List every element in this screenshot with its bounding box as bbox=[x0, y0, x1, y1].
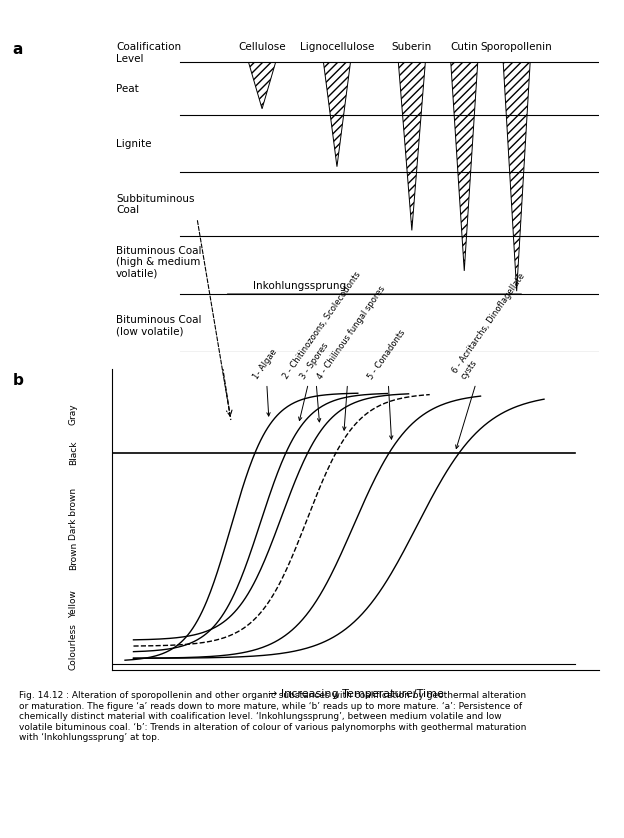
Polygon shape bbox=[451, 63, 478, 271]
Text: 3 - Spores: 3 - Spores bbox=[298, 341, 330, 422]
Text: Inkohlungssprung: Inkohlungssprung bbox=[253, 282, 346, 291]
Text: Coalification
Level: Coalification Level bbox=[116, 42, 181, 64]
Text: Lignite: Lignite bbox=[116, 138, 152, 148]
Text: Cutin: Cutin bbox=[451, 42, 478, 52]
Text: a: a bbox=[12, 42, 23, 57]
Text: Cellulose: Cellulose bbox=[238, 42, 286, 52]
Text: Dark brown: Dark brown bbox=[69, 488, 78, 540]
Polygon shape bbox=[323, 63, 351, 167]
Text: Brown: Brown bbox=[69, 541, 78, 570]
Text: Suberin: Suberin bbox=[392, 42, 432, 52]
Text: Subbituminous
Coal: Subbituminous Coal bbox=[116, 194, 195, 215]
Polygon shape bbox=[503, 63, 530, 291]
Text: Fig. 14.12 : Alteration of sporopollenin and other organic substances with coali: Fig. 14.12 : Alteration of sporopollenin… bbox=[19, 691, 526, 742]
Polygon shape bbox=[398, 63, 426, 230]
Text: b: b bbox=[12, 373, 23, 388]
Text: Bituminous Coal
(low volatile): Bituminous Coal (low volatile) bbox=[116, 315, 202, 337]
Text: 5 - Conadonts: 5 - Conadonts bbox=[366, 328, 407, 439]
Polygon shape bbox=[248, 63, 276, 109]
Text: Sporopollenin: Sporopollenin bbox=[481, 42, 552, 52]
Text: 1- Algae: 1- Algae bbox=[252, 347, 280, 416]
Text: 4 - Chilinous fungal spores: 4 - Chilinous fungal spores bbox=[316, 284, 387, 430]
Text: 6 - Acritarchs, Dinoflagellate
cysts: 6 - Acritarchs, Dinoflagellate cysts bbox=[451, 272, 535, 448]
Text: Black: Black bbox=[69, 441, 78, 465]
Text: 2 - Chitinozoons, Scolecodonts: 2 - Chitinozoons, Scolecodonts bbox=[281, 270, 363, 421]
Text: Colourless: Colourless bbox=[69, 623, 78, 670]
Text: Peat: Peat bbox=[116, 84, 139, 94]
Text: → Increasing Temperature/Time: → Increasing Temperature/Time bbox=[268, 689, 444, 699]
Text: Gray: Gray bbox=[69, 403, 78, 425]
Text: Bituminous Coal
(high & medium
volatile): Bituminous Coal (high & medium volatile) bbox=[116, 246, 202, 279]
Text: Lignocellulose: Lignocellulose bbox=[300, 42, 374, 52]
Text: Yellow: Yellow bbox=[69, 590, 78, 618]
